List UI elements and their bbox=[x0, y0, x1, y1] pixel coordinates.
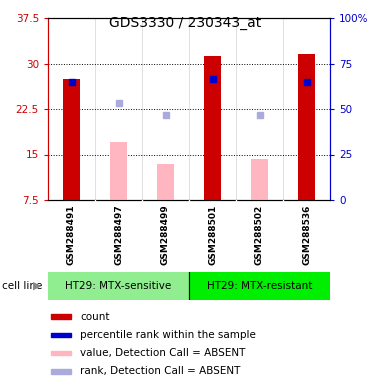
Bar bbox=[157, 164, 174, 200]
Text: cell line: cell line bbox=[2, 281, 42, 291]
Bar bbox=[51, 333, 70, 337]
Text: HT29: MTX-sensitive: HT29: MTX-sensitive bbox=[65, 281, 172, 291]
Bar bbox=[110, 142, 127, 200]
Bar bbox=[48, 272, 189, 300]
Bar bbox=[251, 159, 268, 200]
Bar bbox=[51, 351, 70, 356]
Text: GSM288491: GSM288491 bbox=[67, 205, 76, 265]
Bar bbox=[189, 272, 330, 300]
Text: percentile rank within the sample: percentile rank within the sample bbox=[80, 330, 256, 340]
Text: GSM288497: GSM288497 bbox=[114, 205, 123, 265]
Bar bbox=[51, 369, 70, 374]
Bar bbox=[204, 56, 221, 200]
Text: GSM288501: GSM288501 bbox=[208, 205, 217, 265]
Text: GSM288536: GSM288536 bbox=[302, 205, 311, 265]
Bar bbox=[298, 55, 315, 200]
Text: value, Detection Call = ABSENT: value, Detection Call = ABSENT bbox=[80, 348, 246, 358]
Text: count: count bbox=[80, 312, 110, 322]
Text: GSM288499: GSM288499 bbox=[161, 205, 170, 265]
Bar bbox=[51, 314, 70, 319]
Text: GSM288502: GSM288502 bbox=[255, 205, 264, 265]
Text: GDS3330 / 230343_at: GDS3330 / 230343_at bbox=[109, 16, 262, 30]
Text: HT29: MTX-resistant: HT29: MTX-resistant bbox=[207, 281, 312, 291]
Text: rank, Detection Call = ABSENT: rank, Detection Call = ABSENT bbox=[80, 366, 241, 376]
Bar bbox=[63, 79, 80, 200]
Text: ▶: ▶ bbox=[33, 281, 41, 291]
